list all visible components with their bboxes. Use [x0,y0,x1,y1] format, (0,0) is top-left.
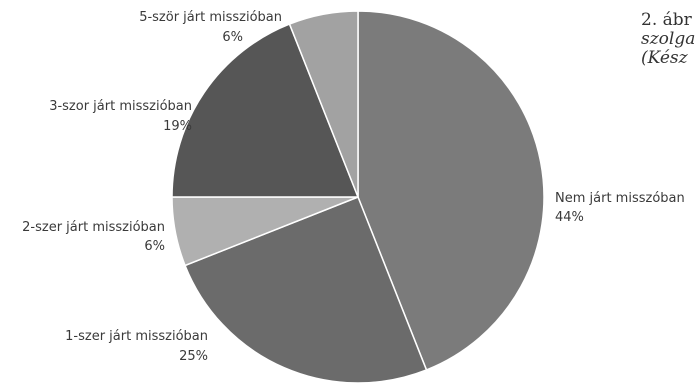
caption-line-3: (Kész [641,48,688,68]
slice-label-nem: Nem járt misszóban [555,191,685,206]
slice-3-szor [171,23,360,198]
slice-value-nem: 44% [555,210,584,225]
slice-label-2-szer: 2-szer járt misszióban [22,220,165,235]
caption-line-1: 2. ábr [641,10,692,30]
slice-value-5-szor: 6% [222,30,243,45]
pie-slices [171,10,545,384]
slice-5-szor [288,10,359,198]
slice-label-5-szor: 5-ször járt misszióban [139,10,282,25]
slice-nem [357,10,545,371]
slice-labels: Nem járt misszóban 44% 1-szer járt missz… [22,10,685,364]
slice-label-3-szor: 3-szor járt misszióban [49,99,192,114]
slice-1-szer [184,196,428,384]
slice-value-3-szor: 19% [163,119,192,134]
slice-label-1-szer: 1-szer járt misszióban [65,329,208,344]
caption-line-2: szolga [641,29,696,49]
slice-value-2-szer: 6% [144,239,165,254]
slice-value-1-szer: 25% [179,349,208,364]
